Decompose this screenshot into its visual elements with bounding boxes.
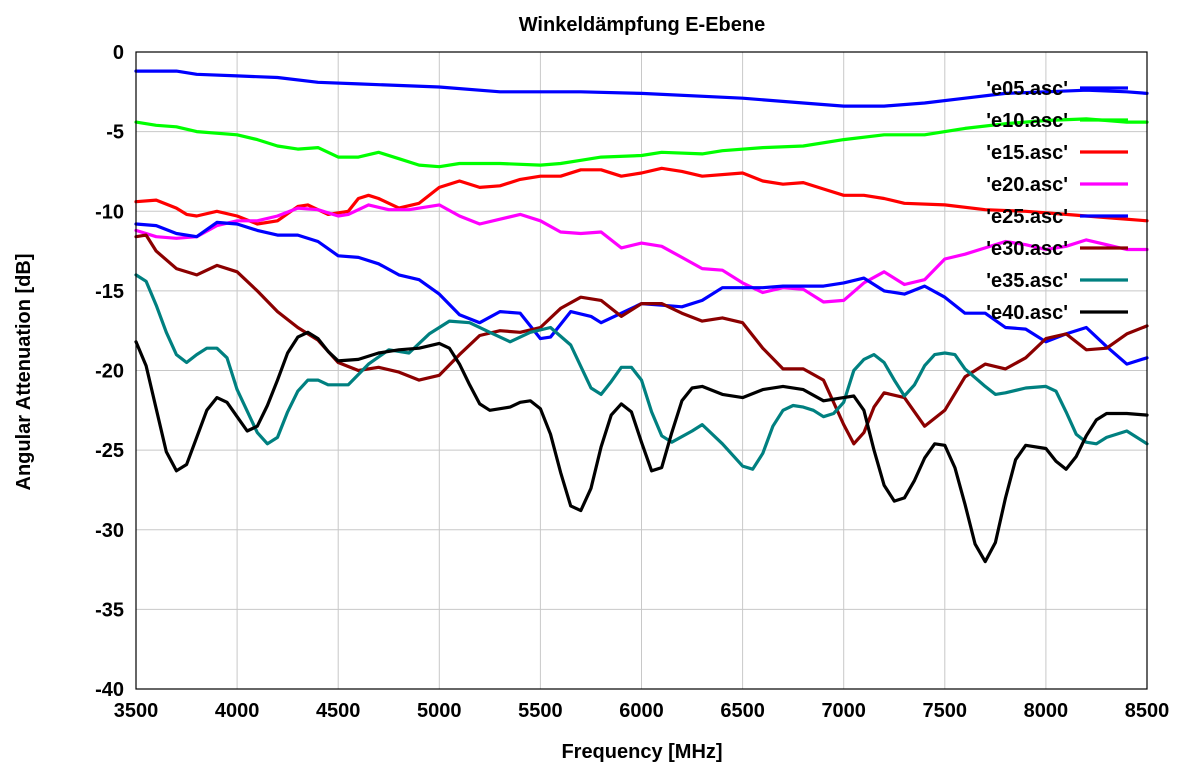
series-line-2	[134, 117, 1149, 169]
x-tick-label: 8000	[1024, 700, 1069, 722]
series-line-8	[134, 330, 1149, 564]
x-tick-label: 7500	[923, 700, 968, 722]
legend-label: 'e25.asc'	[986, 206, 1068, 228]
legend-label: 'e35.asc'	[986, 270, 1068, 292]
y-tick-label: 0	[113, 42, 124, 64]
x-tick-label: 6500	[720, 700, 765, 722]
x-tick-label: 3500	[114, 700, 159, 722]
series-line-5	[134, 220, 1149, 366]
y-tick-label: -5	[106, 122, 124, 144]
legend-label: 'e40.asc'	[986, 302, 1068, 324]
series-line-7	[134, 273, 1149, 471]
series-lines	[134, 69, 1149, 564]
legend-label: 'e10.asc'	[986, 110, 1068, 132]
x-tick-label: 6000	[619, 700, 664, 722]
x-tick-label: 5500	[518, 700, 563, 722]
y-tick-label: -25	[95, 440, 124, 462]
y-tick-label: -30	[95, 520, 124, 542]
series-line-4	[134, 203, 1149, 304]
x-tick-label: 4500	[316, 700, 361, 722]
legend-label: 'e30.asc'	[986, 238, 1068, 260]
legend-label: 'e15.asc'	[986, 142, 1068, 164]
y-tick-label: -15	[95, 281, 124, 303]
x-tick-label: 7000	[821, 700, 866, 722]
series-line-6	[134, 233, 1149, 446]
plot-frame	[135, 51, 1148, 690]
series-line-3	[134, 166, 1149, 226]
x-tick-label: 4000	[215, 700, 260, 722]
grid	[136, 52, 1147, 689]
y-tick-label: -35	[95, 599, 124, 621]
x-axis-ticks: 3500 4000 4500 5000 5500 6000 6500 7000 7500 8000…	[114, 700, 1170, 722]
y-tick-label: -20	[95, 361, 124, 383]
series-line-1	[134, 69, 1149, 108]
legend-label: 'e20.asc'	[986, 174, 1068, 196]
y-axis-ticks: 0 -5 -10 -15 -20 -25 -30 -35 -40	[95, 42, 124, 701]
y-axis-label: Angular Attenuation [dB]	[13, 253, 35, 490]
x-tick-label: 5000	[417, 700, 462, 722]
x-tick-label: 8500	[1125, 700, 1170, 722]
chart-title: Winkeldämpfung E-Ebene	[519, 14, 766, 36]
legend: 'e05.asc' 'e10.asc' 'e15.asc' 'e20.asc' 'e25…	[986, 78, 1128, 324]
y-tick-label: -10	[95, 201, 124, 223]
y-tick-label: -40	[95, 679, 124, 701]
x-axis-label: Frequency [MHz]	[561, 741, 722, 763]
legend-label: 'e05.asc'	[986, 78, 1068, 100]
